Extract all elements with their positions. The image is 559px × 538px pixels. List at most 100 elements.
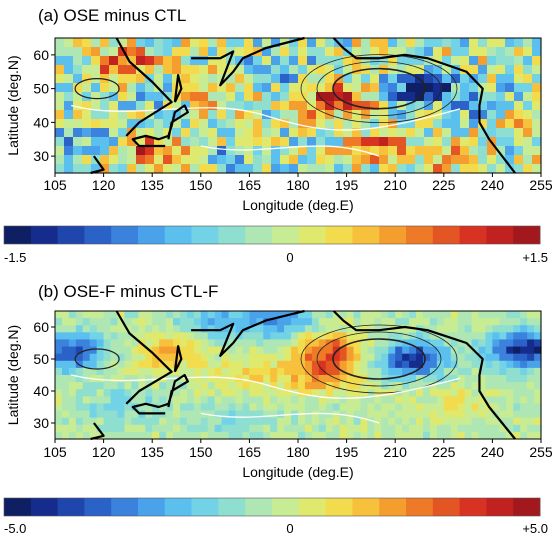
heatmap-cell [207,346,216,355]
heatmap-cell [228,410,237,419]
heatmap-cell [450,424,459,433]
heatmap-cell [513,375,521,383]
heatmap-cell [460,74,470,84]
heatmap-cell [193,382,202,390]
heatmap-cell [514,137,524,147]
heatmap-cell [82,47,92,57]
heatmap-cell [415,92,425,102]
heatmap-cell [214,375,223,383]
heatmap-cell [367,367,375,376]
heatmap-cell [520,332,528,341]
heatmap-cell [262,119,272,129]
heatmap-cell [334,56,344,66]
heatmap-cell [75,311,84,319]
heatmap-cell [145,389,153,397]
heatmap-cell [505,38,515,48]
heatmap-cell [307,146,317,156]
heatmap-cell [353,325,362,333]
heatmap-cell [325,410,334,419]
heatmap-cell [506,353,514,362]
heatmap-cell [235,403,244,412]
heatmap-cell [277,360,285,369]
heatmap-cell [402,403,410,412]
heatmap-cell [228,396,237,405]
heatmap-cell [360,318,369,326]
heatmap-cell [193,375,202,383]
heatmap-cell [291,424,299,433]
heatmap-cell [145,119,155,129]
heatmap-cell [492,382,500,390]
heatmap-cell [424,92,434,102]
heatmap-cell [406,137,416,147]
heatmap-cell [55,146,65,156]
heatmap-cell [429,382,438,390]
heatmap-cell [91,47,101,57]
heatmap-cell [235,431,244,440]
heatmap-cell [442,146,452,156]
heatmap-cell [166,346,174,355]
heatmap-cell [527,396,535,405]
heatmap-cell [360,396,369,405]
heatmap-cell [388,410,396,419]
heatmap-cell [103,325,112,333]
heatmap-cell [443,353,452,362]
heatmap-cell [75,382,84,390]
heatmap-cell [460,119,470,129]
heatmap-cell [159,353,167,362]
heatmap-cell [82,318,91,326]
heatmap-cell [433,146,443,156]
heatmap-cell [460,83,470,93]
heatmap-cell [374,346,382,355]
heatmap-cell [442,110,452,120]
heatmap-cell [228,367,237,376]
heatmap-cell [429,410,438,419]
heatmap-cell [193,389,202,397]
heatmap-cell [443,382,452,390]
heatmap-cell [152,382,160,390]
heatmap-cell [307,119,317,129]
heatmap-cell [136,164,146,174]
heatmap-cell [190,38,200,48]
heatmap-cell [217,47,227,57]
heatmap-cell [346,375,355,383]
colorbar-swatch [406,226,434,244]
heatmap-cell [499,311,507,319]
heatmap-cell [235,360,244,369]
heatmap-cell [370,47,380,57]
heatmap-cell [214,367,223,376]
heatmap-cell [415,119,425,129]
heatmap-cell [235,110,245,120]
heatmap-cell [442,155,452,165]
x-tick-label: 105 [43,444,67,460]
heatmap-cell [82,417,91,426]
heatmap-cell [402,311,410,319]
heatmap-cell [166,353,174,362]
heatmap-cell [450,389,459,397]
heatmap-cell [152,424,160,433]
heatmap-cell [471,375,480,383]
heatmap-cell [214,410,223,419]
heatmap-cell [523,146,533,156]
heatmap-cell [179,325,188,333]
heatmap-cell [325,382,334,390]
heatmap-cell [89,332,98,341]
heatmap-cell [244,155,254,165]
heatmap-cell [73,65,83,75]
heatmap-cell [415,47,425,57]
heatmap-cell [61,339,70,348]
heatmap-cell [304,360,313,369]
heatmap-cell [270,353,278,362]
heatmap-cell [433,74,443,84]
heatmap-cell [352,155,362,165]
heatmap-cell [523,47,533,57]
heatmap-cell [109,146,119,156]
heatmap-cell [82,128,92,138]
heatmap-cell [68,360,77,369]
heatmap-cell [109,155,119,165]
heatmap-cell [325,164,335,174]
heatmap-cell [136,137,146,147]
heatmap-cell [402,367,410,376]
heatmap-cell [451,83,461,93]
heatmap-cell [242,410,250,419]
heatmap-cell [436,332,445,341]
